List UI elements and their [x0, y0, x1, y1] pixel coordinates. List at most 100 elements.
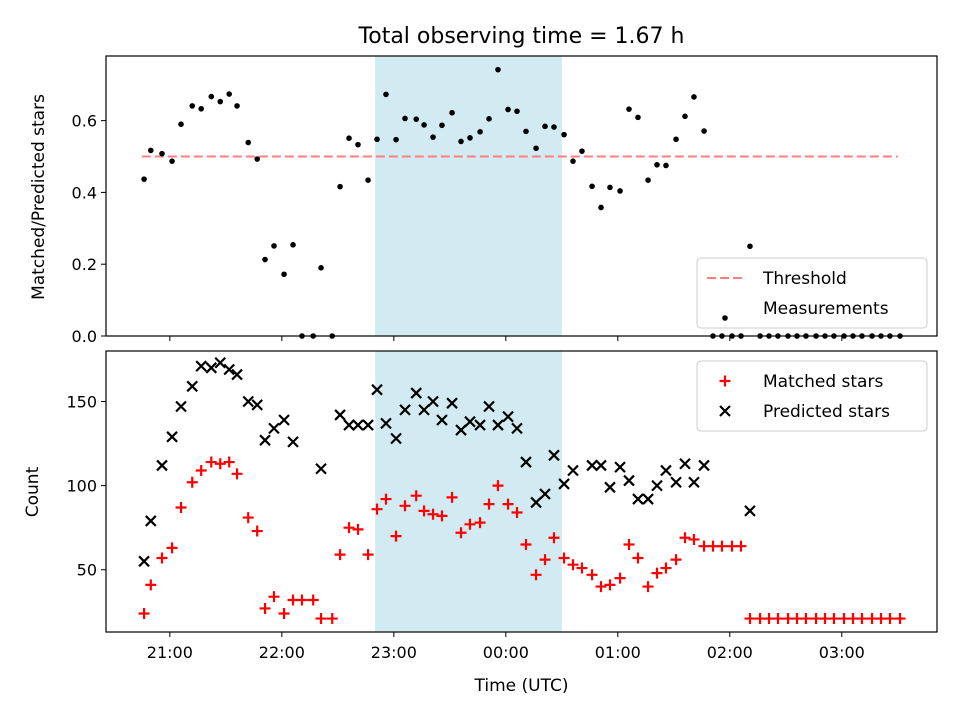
data-point	[670, 554, 682, 566]
data-point	[242, 395, 255, 408]
data-point	[421, 122, 427, 128]
data-point	[346, 135, 352, 142]
data-point	[205, 362, 218, 374]
data-point	[186, 380, 199, 393]
data-point	[175, 400, 187, 413]
data-point	[278, 414, 290, 426]
data-point	[642, 581, 654, 593]
data-point	[632, 493, 644, 505]
x-tick-label: 03:00	[819, 643, 865, 662]
data-point	[533, 145, 539, 152]
data-point	[189, 103, 196, 109]
data-point	[651, 479, 663, 492]
data-point	[355, 141, 361, 148]
data-point	[474, 419, 486, 431]
data-point	[281, 271, 287, 278]
data-point	[642, 493, 654, 505]
data-point	[589, 183, 595, 190]
data-point	[614, 461, 626, 473]
data-point	[604, 481, 616, 494]
series-predicted-stars	[138, 357, 756, 568]
data-point	[800, 613, 812, 625]
y-tick-label: 0.2	[72, 255, 97, 274]
y-tick-label: 0.0	[72, 327, 97, 346]
legend-label: Threshold	[762, 269, 847, 289]
x-tick-label: 00:00	[483, 643, 529, 662]
data-point	[145, 515, 157, 527]
x-axis-label: Time (UTC)	[474, 676, 569, 696]
data-point	[467, 135, 473, 141]
data-point	[558, 552, 570, 564]
data-point	[371, 383, 383, 396]
data-point	[446, 491, 458, 503]
data-point	[418, 505, 430, 517]
data-point	[548, 532, 560, 544]
data-point	[551, 124, 557, 130]
data-point	[418, 404, 430, 416]
data-point	[223, 363, 235, 376]
data-point	[567, 464, 579, 477]
data-point	[259, 434, 271, 446]
data-point	[679, 532, 691, 544]
data-point	[178, 121, 184, 128]
x-tick-label: 02:00	[707, 643, 753, 662]
data-point	[365, 177, 371, 184]
data-point	[268, 591, 280, 603]
data-point	[623, 474, 635, 487]
data-point	[486, 116, 492, 122]
data-point	[446, 397, 458, 409]
data-point	[663, 162, 669, 169]
data-point	[660, 464, 672, 477]
data-point	[413, 116, 420, 122]
data-point	[772, 613, 784, 625]
data-point	[894, 613, 906, 625]
x-tick-label: 21:00	[147, 643, 193, 662]
data-point	[223, 456, 235, 468]
data-point	[632, 552, 644, 564]
data-point	[390, 530, 402, 542]
data-point	[362, 549, 374, 561]
data-point	[595, 581, 607, 593]
data-point	[688, 533, 700, 545]
data-point	[205, 456, 217, 468]
data-point	[542, 123, 548, 130]
data-point	[670, 476, 682, 489]
data-point	[231, 368, 243, 381]
data-point	[399, 404, 411, 416]
data-point	[138, 607, 150, 619]
data-point	[595, 459, 607, 472]
data-point	[884, 613, 896, 625]
data-point	[145, 579, 157, 591]
x-tick-label: 01:00	[595, 643, 641, 662]
data-point	[598, 204, 604, 211]
data-point	[254, 156, 260, 162]
data-point	[464, 415, 476, 428]
data-point	[436, 510, 448, 522]
data-point	[735, 540, 747, 552]
data-point	[660, 562, 672, 574]
legend: Threshold Measurements	[696, 257, 928, 329]
data-point	[523, 128, 529, 135]
data-point	[242, 512, 254, 524]
data-point	[380, 417, 392, 430]
data-point	[474, 517, 486, 529]
data-point	[747, 243, 753, 250]
data-point	[579, 148, 585, 154]
data-point	[607, 184, 613, 191]
data-point	[654, 161, 660, 168]
y-tick-label: 100	[66, 477, 97, 496]
data-point	[511, 507, 523, 519]
x-tick-label: 22:00	[259, 643, 305, 662]
data-point	[458, 138, 464, 145]
legend-key	[719, 405, 731, 417]
data-point	[251, 525, 263, 537]
data-point	[307, 594, 319, 606]
data-point	[147, 147, 154, 154]
data-point	[455, 424, 467, 436]
data-point	[561, 131, 567, 138]
data-point	[744, 505, 756, 517]
data-point	[530, 496, 542, 509]
data-point	[586, 569, 598, 581]
data-point	[520, 539, 532, 551]
